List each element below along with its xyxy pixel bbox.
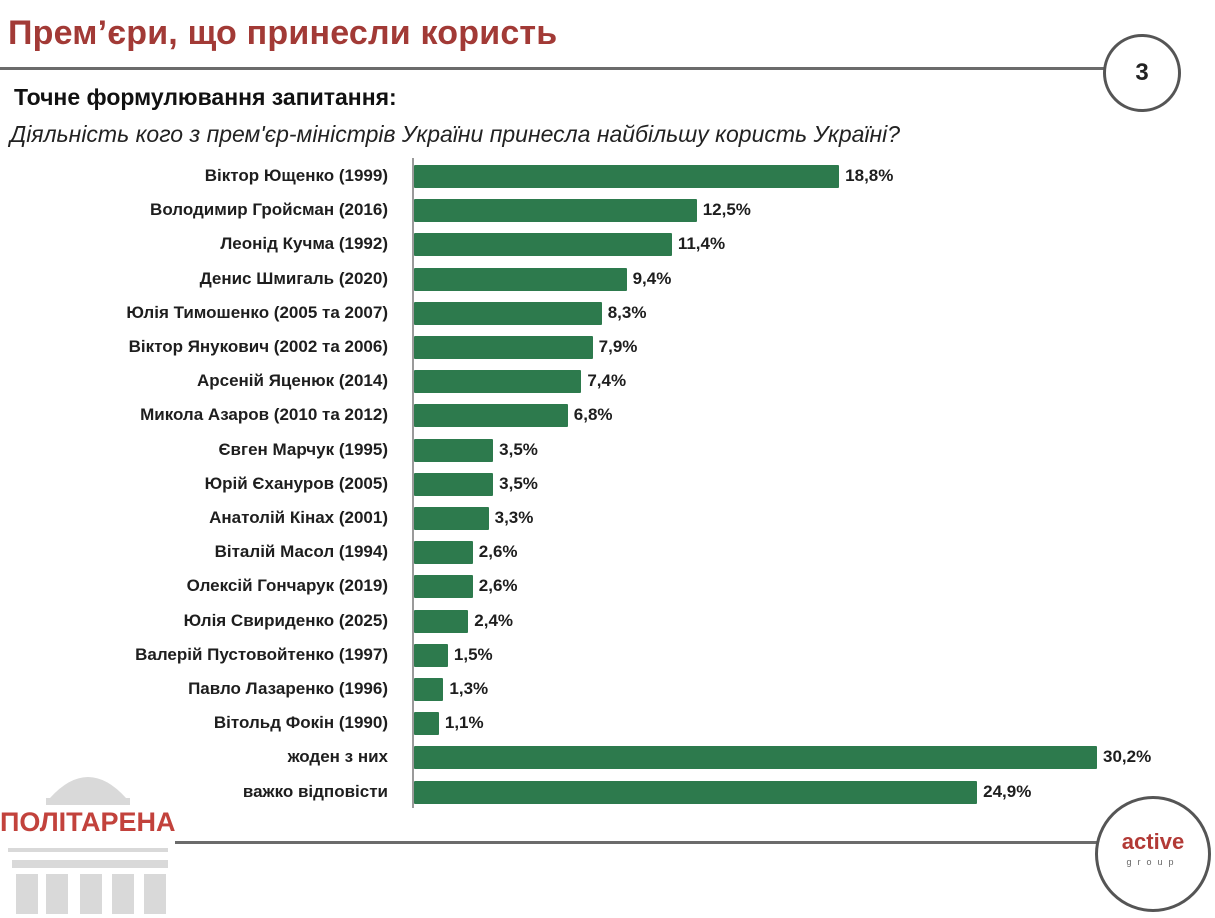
- value-label: 9,4%: [632, 268, 672, 288]
- category-label: Віктор Ющенко (1999): [204, 166, 388, 185]
- value-label: 3,5%: [499, 473, 538, 493]
- bar: [414, 541, 473, 565]
- category-label: Денис Шмигаль (2020): [199, 268, 388, 288]
- value-label: 7,9%: [598, 337, 638, 356]
- bar: [414, 336, 593, 359]
- bar: [414, 370, 582, 394]
- category-label: Віктор Янукович (2002 та 2006): [128, 337, 388, 356]
- bar: [414, 643, 448, 667]
- chart-row: Віктор Ющенко (1999) 18,8%: [0, 159, 1215, 193]
- chart-row: Віктор Янукович (2002 та 2006) 7,9%: [0, 330, 1215, 364]
- bar: [414, 507, 489, 530]
- politarena-logo-text: ПОЛІТАРЕНА: [0, 807, 176, 837]
- chart-row: Віталій Масол (1994) 2,6%: [0, 535, 1215, 569]
- politarena-building-logo: [8, 777, 168, 914]
- chart-row: Арсеній Яценюк (2014) 7,4%: [0, 364, 1215, 398]
- value-label: 8,3%: [607, 302, 647, 322]
- bar: [414, 267, 627, 291]
- chart-row: важко відповісти 24,9%: [0, 775, 1215, 809]
- chart-row: Микола Азаров (2010 та 2012) 6,8%: [0, 398, 1215, 432]
- category-label: важко відповісти: [242, 781, 388, 801]
- chart-row: Денис Шмигаль (2020) 9,4%: [0, 262, 1215, 296]
- bottom-divider: [175, 841, 1101, 844]
- value-label: 11,4%: [677, 234, 726, 254]
- value-label: 2,6%: [478, 576, 518, 596]
- chart-row: Юрій Єхануров (2005) 3,5%: [0, 467, 1215, 501]
- value-label: 30,2%: [1103, 747, 1152, 767]
- category-label: Валерій Пустовойтенко (1997): [135, 644, 388, 664]
- question-heading: Точне формулювання запитання:: [14, 84, 397, 110]
- chart-axis-line: [412, 158, 414, 808]
- active-group-logo: active group: [1095, 796, 1211, 912]
- chart-row: Леонід Кучма (1992) 11,4%: [0, 227, 1215, 261]
- bar: [414, 165, 840, 188]
- category-label: Євген Марчук (1995): [218, 439, 388, 459]
- category-label: Володимир Гройсман (2016): [150, 200, 388, 220]
- bar: [414, 438, 494, 462]
- category-label: Леонід Кучма (1992): [220, 234, 388, 254]
- chart-row: Валерій Пустовойтенко (1997) 1,5%: [0, 638, 1215, 672]
- bar: [414, 678, 444, 701]
- chart-row: Анатолій Кінах (2001) 3,3%: [0, 501, 1215, 535]
- logo-subword: group: [1126, 857, 1180, 867]
- value-label: 2,4%: [474, 610, 514, 630]
- bar: [414, 301, 602, 325]
- category-label: Арсеній Яценюк (2014): [196, 371, 388, 391]
- value-label: 2,6%: [478, 542, 518, 562]
- category-label: Юлія Тимошенко (2005 та 2007): [126, 302, 388, 322]
- page-number-badge: 3: [1103, 34, 1181, 112]
- bar: [414, 609, 469, 633]
- category-label: Юрій Єхануров (2005): [204, 473, 388, 493]
- bar: [414, 472, 494, 496]
- category-label: Вітольд Фокін (1990): [213, 713, 388, 733]
- value-label: 18,8%: [845, 166, 894, 185]
- question-text: Діяльність кого з прем'єр-міністрів Укра…: [10, 121, 901, 147]
- bar: [414, 780, 978, 804]
- chart-row: Юлія Свириденко (2025) 2,4%: [0, 604, 1215, 638]
- value-label: 6,8%: [573, 405, 613, 425]
- chart-row: Євген Марчук (1995) 3,5%: [0, 433, 1215, 467]
- bar: [414, 746, 1097, 770]
- value-label: 1,5%: [453, 644, 493, 664]
- logo-word: active: [1121, 829, 1185, 854]
- chart-row: жоден з них 30,2%: [0, 740, 1215, 774]
- value-label: 1,3%: [449, 679, 489, 698]
- chart-row: Вітольд Фокін (1990) 1,1%: [0, 706, 1215, 740]
- value-label: 7,4%: [587, 371, 627, 391]
- bar: [414, 233, 672, 257]
- chart-row: Володимир Гройсман (2016) 12,5%: [0, 193, 1215, 227]
- category-label: Юлія Свириденко (2025): [183, 610, 388, 630]
- category-label: Віталій Масол (1994): [214, 542, 388, 562]
- category-label: Анатолій Кінах (2001): [209, 508, 388, 527]
- category-label: Олексій Гончарук (2019): [186, 576, 388, 596]
- value-label: 1,1%: [444, 713, 484, 733]
- bar: [414, 712, 439, 736]
- bar: [414, 404, 568, 428]
- category-label: Микола Азаров (2010 та 2012): [140, 405, 388, 425]
- chart-row: Юлія Тимошенко (2005 та 2007) 8,3%: [0, 296, 1215, 330]
- value-label: 12,5%: [702, 200, 751, 220]
- chart-row: Олексій Гончарук (2019) 2,6%: [0, 569, 1215, 603]
- category-label: жоден з них: [287, 747, 388, 767]
- value-label: 3,5%: [499, 439, 538, 459]
- page-title: Прем’єри, що принесли користь: [8, 14, 558, 52]
- value-label: 3,3%: [494, 508, 534, 527]
- value-label: 24,9%: [983, 781, 1032, 801]
- bar: [414, 575, 473, 599]
- top-divider: [0, 67, 1108, 70]
- chart-row: Павло Лазаренко (1996) 1,3%: [0, 672, 1215, 706]
- category-label: Павло Лазаренко (1996): [188, 679, 388, 698]
- bar: [414, 199, 697, 223]
